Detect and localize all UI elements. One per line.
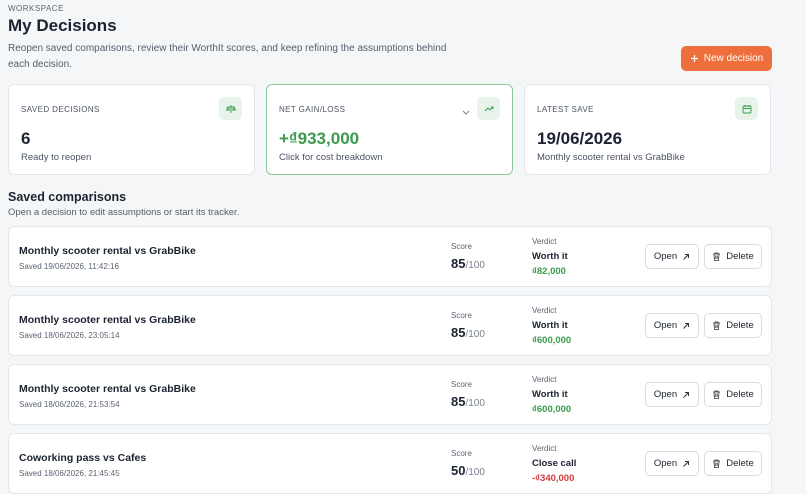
stat-label: NET GAIN/LOSS	[279, 105, 346, 114]
score-value: 85	[451, 394, 466, 409]
saved-time: Saved 18/06/2026, 21:53:54	[19, 400, 120, 409]
saved-time: Saved 19/06/2026, 11:42:16	[19, 262, 119, 271]
open-button[interactable]: Open	[645, 244, 699, 269]
arrow-icon	[683, 322, 690, 329]
score-label: Score	[451, 311, 472, 320]
verdict-label: Verdict	[532, 237, 557, 246]
arrow-icon	[683, 391, 690, 398]
decision-title: Coworking pass vs Cafes	[19, 452, 147, 464]
arrow-icon	[683, 253, 690, 260]
decision-title: Monthly scooter rental vs GrabBike	[19, 383, 196, 395]
verdict-label: Verdict	[532, 375, 557, 384]
verdict: Close call	[532, 458, 577, 469]
trash-icon	[713, 252, 721, 261]
score-value: 85	[451, 325, 466, 340]
saved-time: Saved 18/06/2026, 21:45:45	[19, 469, 120, 478]
verdict: Worth it	[532, 389, 568, 400]
score-label: Score	[451, 449, 472, 458]
arrow-icon	[683, 460, 690, 467]
stat-card[interactable]: NET GAIN/LOSS +₫933,000 Click for cost bre…	[266, 84, 513, 175]
decision-title: Monthly scooter rental vs GrabBike	[19, 245, 196, 257]
score-value: 85	[451, 256, 466, 271]
score-max: /100	[465, 467, 485, 478]
delete-label: Delete	[726, 320, 754, 331]
icon	[742, 104, 751, 113]
verdict-amount: ₫82,000	[532, 266, 566, 277]
delete-button[interactable]: Delete	[704, 382, 762, 407]
stat-card: SAVED DECISIONS 6 Ready to reopen	[8, 84, 255, 175]
stat-caption: Ready to reopen	[21, 152, 92, 163]
open-label: Open	[653, 389, 678, 400]
trash-icon	[713, 321, 721, 330]
expand-chevron[interactable]	[462, 103, 470, 121]
eyebrow: WORKSPACE	[8, 4, 64, 13]
delete-button[interactable]: Delete	[704, 244, 762, 269]
verdict-amount: -₫340,000	[532, 473, 575, 484]
stat-icon	[735, 97, 758, 120]
decision-title: Monthly scooter rental vs GrabBike	[19, 314, 196, 326]
chevron	[462, 110, 470, 115]
verdict: Worth it	[532, 251, 568, 262]
delete-button[interactable]: Delete	[704, 313, 762, 338]
plus-icon	[690, 55, 698, 62]
open-button[interactable]: Open	[645, 313, 699, 338]
stat-card: LATEST SAVE 19/06/2026 Monthly scooter ren…	[524, 84, 771, 175]
trash-icon	[713, 390, 721, 399]
verdict: Worth it	[532, 320, 568, 331]
stat-value: 19/06/2026	[537, 129, 623, 148]
stat-label: LATEST SAVE	[537, 105, 594, 114]
stat-value: 6	[21, 129, 31, 148]
stat-icon	[219, 97, 242, 120]
open-button[interactable]: Open	[645, 451, 699, 476]
stat-label: SAVED DECISIONS	[21, 105, 100, 114]
stat-caption: Click for cost breakdown	[279, 152, 383, 163]
section-subtitle: Open a decision to edit assumptions or s…	[8, 207, 240, 218]
delete-label: Delete	[726, 251, 754, 262]
score: 85/100	[451, 394, 485, 409]
open-label: Open	[653, 251, 678, 262]
trash-icon	[713, 459, 721, 468]
page-title: My Decisions	[8, 16, 117, 35]
stat-icon	[477, 97, 500, 120]
score-max: /100	[465, 260, 485, 271]
page-description: Reopen saved comparisons, review their W…	[8, 43, 447, 70]
verdict-amount: ₫600,000	[532, 404, 572, 415]
score-label: Score	[451, 380, 472, 389]
score: 85/100	[451, 256, 485, 271]
delete-button[interactable]: Delete	[704, 451, 762, 476]
delete-label: Delete	[726, 389, 754, 400]
score: 50/100	[451, 463, 485, 478]
open-button[interactable]: Open	[645, 382, 699, 407]
score: 85/100	[451, 325, 485, 340]
decision-row: Monthly scooter rental vs GrabBike Saved …	[8, 295, 772, 356]
score-max: /100	[465, 329, 485, 340]
stat-caption: Monthly scooter rental vs GrabBike	[537, 152, 685, 163]
new-decision-button[interactable]: New decision	[681, 46, 772, 71]
open-label: Open	[653, 458, 678, 469]
score-max: /100	[465, 398, 485, 409]
verdict-label: Verdict	[532, 444, 557, 453]
icon	[225, 104, 236, 113]
icon	[484, 106, 493, 111]
delete-label: Delete	[726, 458, 754, 469]
decision-row: Monthly scooter rental vs GrabBike Saved …	[8, 364, 772, 425]
saved-time: Saved 18/06/2026, 23:05:14	[19, 331, 120, 340]
section-title: Saved comparisons	[8, 190, 127, 204]
decision-row: Monthly scooter rental vs GrabBike Saved …	[8, 226, 772, 287]
button-label: New decision	[703, 53, 764, 64]
score-label: Score	[451, 242, 472, 251]
verdict-label: Verdict	[532, 306, 557, 315]
open-label: Open	[653, 320, 678, 331]
verdict-amount: ₫600,000	[532, 335, 572, 346]
decision-row: Coworking pass vs Cafes Saved 18/06/2026,…	[8, 433, 772, 494]
score-value: 50	[451, 463, 466, 478]
stat-value: +₫933,000	[279, 129, 360, 148]
